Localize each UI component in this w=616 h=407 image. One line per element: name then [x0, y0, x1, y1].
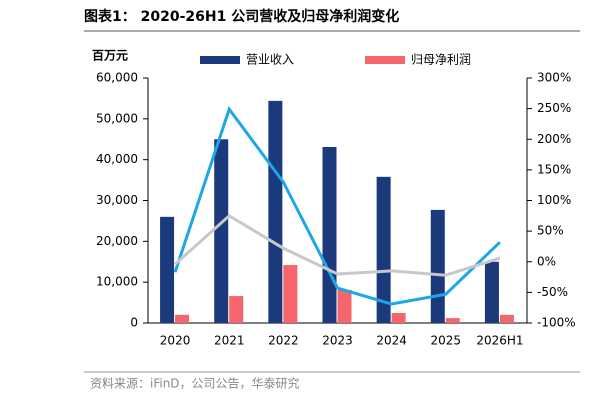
bar [499, 314, 514, 323]
y-tick-label: 40,000 [96, 152, 138, 166]
y2-tick-label: -50% [537, 285, 568, 299]
x-tick-label: 2025 [431, 334, 462, 348]
source: 资料来源：iFinD，公司公告，华泰研究 [90, 376, 300, 391]
y-tick-label: 60,000 [96, 71, 138, 85]
bar [484, 261, 499, 323]
x-tick-label: 2024 [376, 334, 407, 348]
bar [445, 318, 460, 323]
bar [268, 100, 283, 323]
x-tick-label: 2023 [322, 334, 353, 348]
y-tick-label: 50,000 [96, 111, 138, 125]
line [174, 213, 501, 277]
bar [175, 314, 190, 323]
x-tick-label: 2021 [214, 334, 245, 348]
x-tick-label: 2020 [160, 334, 191, 348]
y-tick-label: 0 [130, 316, 138, 330]
y2-tick-label: 100% [537, 193, 571, 207]
y2-tick-label: 150% [537, 162, 571, 176]
y2-tick-label: -100% [537, 316, 576, 330]
y-axis-label: 百万元 [92, 49, 128, 63]
legend-swatch [200, 56, 240, 64]
bar [160, 216, 175, 323]
bar [430, 209, 445, 323]
y-tick-label: 30,000 [96, 193, 138, 207]
bar [214, 139, 229, 323]
y2-tick-label: 300% [537, 71, 571, 85]
y2-tick-label: 0% [537, 254, 556, 268]
y2-tick-label: 50% [537, 224, 564, 238]
legend-label: 归母净利润 [411, 53, 471, 67]
line [173, 106, 501, 306]
bar [376, 176, 391, 323]
y2-tick-label: 200% [537, 132, 571, 146]
y-tick-label: 20,000 [96, 234, 138, 248]
bar [322, 147, 337, 323]
bar [337, 289, 352, 323]
legend-swatch [365, 56, 405, 64]
bar [229, 296, 244, 323]
y-tick-label: 10,000 [96, 275, 138, 289]
bar [391, 312, 406, 323]
x-tick-label: 2026H1 [476, 334, 523, 348]
y2-tick-label: 250% [537, 101, 571, 115]
legend-label: 营业收入 [246, 53, 294, 67]
bar [283, 265, 298, 323]
x-tick-label: 2022 [268, 334, 299, 348]
chart-title: 图表1： 2020-26H1 公司营收及归母净利润变化 [84, 8, 399, 25]
